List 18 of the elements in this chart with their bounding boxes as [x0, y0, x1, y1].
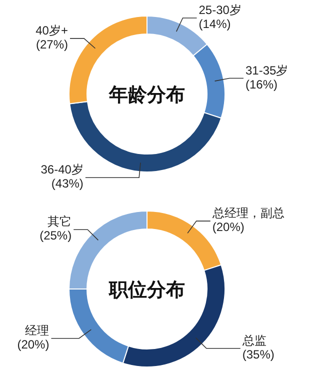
data-label: (43%) — [51, 176, 84, 191]
slice-label: 25-30岁 — [198, 2, 242, 17]
data-label: (20%) — [212, 220, 244, 234]
text: 年龄分布 — [108, 85, 185, 106]
slice-label: 总经理，副总 — [211, 206, 284, 220]
data-label: (16%) — [246, 77, 278, 92]
slice-label: 总监 — [241, 333, 266, 348]
data-label: (27%) — [36, 37, 68, 52]
slice-label: 经理 — [25, 323, 50, 338]
data-label: (20%) — [17, 337, 50, 352]
slice-label: 其它 — [48, 214, 72, 229]
data-label: (14%) — [198, 16, 231, 31]
slice-label: 40岁+ — [36, 23, 68, 38]
data-label: (35%) — [242, 347, 274, 362]
text: 职位分布 — [108, 280, 185, 301]
slice-label: 31-35岁 — [246, 63, 288, 78]
data-label: (25%) — [40, 228, 72, 243]
slice-label: 36-40岁 — [40, 162, 84, 177]
